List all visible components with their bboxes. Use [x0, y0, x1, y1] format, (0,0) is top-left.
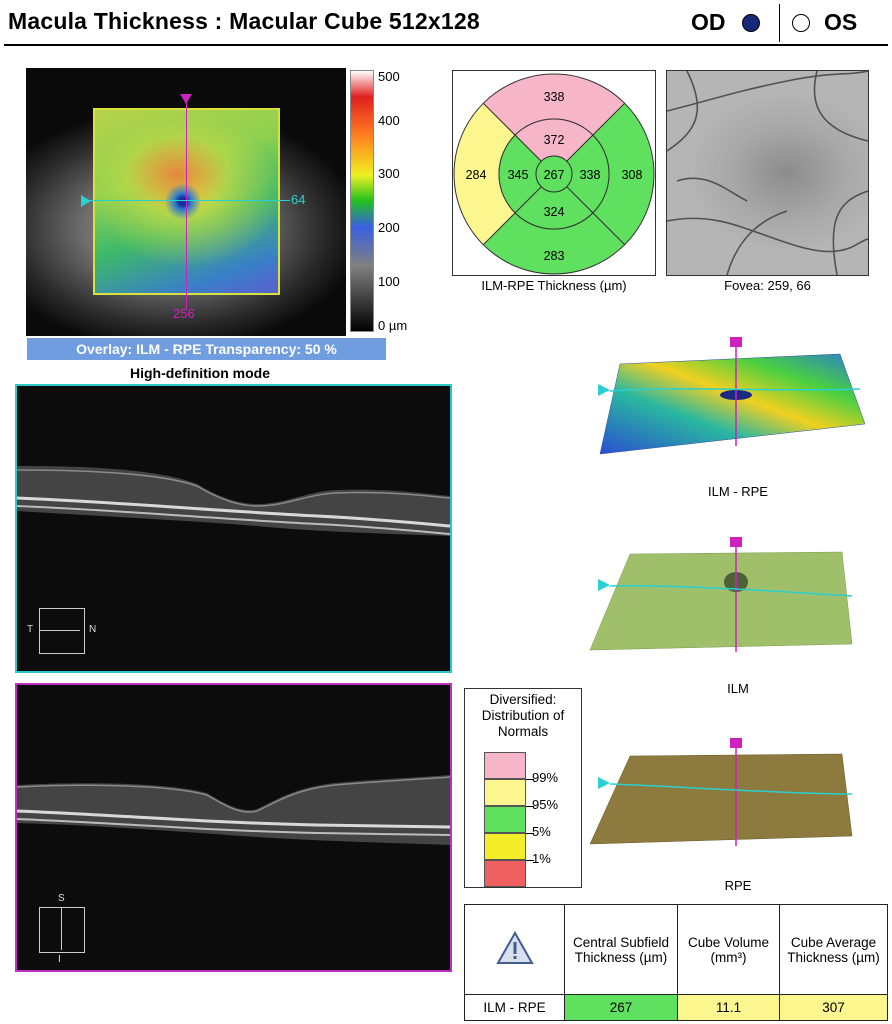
header-rule	[4, 44, 888, 46]
outer-temporal-value: 284	[466, 168, 487, 182]
horizontal-scan-marker-icon[interactable]	[81, 195, 91, 207]
warning-cell	[464, 904, 565, 995]
ilm-surface[interactable]	[590, 534, 890, 658]
colorbar-label: 500	[378, 69, 400, 84]
legend-swatch-1	[484, 833, 526, 860]
cube-average-value: 307	[779, 994, 888, 1021]
fovea-row-label: 64	[291, 192, 306, 207]
od-selected-indicator[interactable]	[742, 14, 760, 32]
colorbar-label: 0 µm	[378, 318, 408, 333]
center-sector[interactable]	[535, 155, 573, 193]
orientation-box	[39, 907, 85, 953]
legend-title: Diversified: Distribution of Normals	[481, 692, 565, 739]
header-cube-average: Cube Average Thickness (µm)	[779, 904, 888, 995]
vertical-bscan[interactable]: S I	[15, 683, 452, 972]
inner-superior-value: 372	[544, 133, 565, 147]
od-label: OD	[691, 9, 726, 35]
vertical-scan-line[interactable]	[186, 100, 187, 310]
legend-tick	[526, 833, 534, 834]
inner-inferior-value: 324	[544, 205, 565, 219]
ilm-rpe-surface-caption: ILM - RPE	[708, 484, 768, 499]
orientation-box	[39, 608, 85, 654]
horizontal-bscan[interactable]: T N	[15, 384, 452, 673]
cube-volume-value: 11.1	[677, 994, 780, 1021]
outer-inferior-value: 283	[544, 249, 565, 263]
rpe-surface[interactable]	[590, 736, 890, 850]
legend-tick	[526, 860, 534, 861]
overlay-settings-bar[interactable]: Overlay: ILM - RPE Transparency: 50 %	[27, 338, 386, 360]
center-value: 267	[544, 168, 565, 182]
orientation-inferior-label: I	[58, 954, 61, 965]
vertical-scan-marker-icon[interactable]	[180, 94, 192, 104]
vertical-bscan-image	[17, 775, 450, 845]
legend-tick	[526, 806, 534, 807]
legend-label-5: 5%	[532, 824, 551, 839]
legend-label-95: 95%	[532, 797, 559, 812]
orientation-arrow	[61, 908, 62, 950]
outer-nasal-value: 308	[622, 168, 643, 182]
etdrs-caption: ILM-RPE Thickness (µm)	[481, 278, 627, 293]
summary-table: Central Subfield Thickness (µm) Cube Vol…	[464, 904, 888, 1021]
legend-label-1: 1%	[532, 851, 551, 866]
os-label: OS	[824, 9, 858, 35]
inner-temporal-value: 345	[508, 168, 529, 182]
legend-swatch-5	[484, 806, 526, 833]
colorbar-label: 400	[378, 113, 400, 128]
eye-divider	[779, 4, 780, 42]
colorbar-label: 100	[378, 274, 400, 289]
normals-legend	[464, 688, 582, 888]
report-title: Macula Thickness : Macular Cube 512x128	[8, 8, 480, 34]
fundus-vessels	[667, 71, 868, 275]
os-indicator[interactable]	[792, 14, 810, 32]
rpe-surface-caption: RPE	[724, 878, 752, 893]
legend-label-99: 99%	[532, 770, 559, 785]
fovea-caption: Fovea: 259, 66	[724, 278, 811, 293]
horizontal-scan-line[interactable]	[90, 200, 290, 201]
legend-swatch-95	[484, 779, 526, 806]
colorbar-label: 200	[378, 220, 400, 235]
orientation-temporal-label: T	[27, 624, 34, 635]
legend-swatch-99	[484, 752, 526, 779]
etdrs-grid: 267 372 338 324 345 338 308 283 284	[453, 73, 655, 275]
colorbar-label: 300	[378, 166, 400, 181]
ilm-rpe-surface[interactable]	[590, 334, 890, 466]
ilm-surface-caption: ILM	[727, 681, 749, 696]
legend-tick	[526, 779, 534, 780]
warning-icon[interactable]	[495, 930, 535, 966]
orientation-superior-label: S	[58, 893, 65, 904]
etdrs-grid-panel: 267 372 338 324 345 338 308 283 284	[452, 70, 656, 276]
orientation-arrow	[40, 630, 80, 631]
central-subfield-value: 267	[564, 994, 678, 1021]
header-central-subfield: Central Subfield Thickness (µm)	[564, 904, 678, 995]
header-cube-volume: Cube Volume (mm³)	[677, 904, 780, 995]
legend-swatch-below-1	[484, 860, 526, 887]
outer-superior-value: 338	[544, 90, 565, 104]
fovea-col-label: 256	[173, 306, 195, 321]
horizontal-bscan-image	[17, 466, 450, 536]
row-label: ILM - RPE	[464, 994, 565, 1021]
hd-mode-label: High-definition mode	[130, 365, 270, 381]
thickness-colorbar	[350, 70, 374, 332]
orientation-nasal-label: N	[89, 624, 97, 635]
inner-nasal-value: 338	[580, 168, 601, 182]
fundus-photo	[666, 70, 869, 276]
